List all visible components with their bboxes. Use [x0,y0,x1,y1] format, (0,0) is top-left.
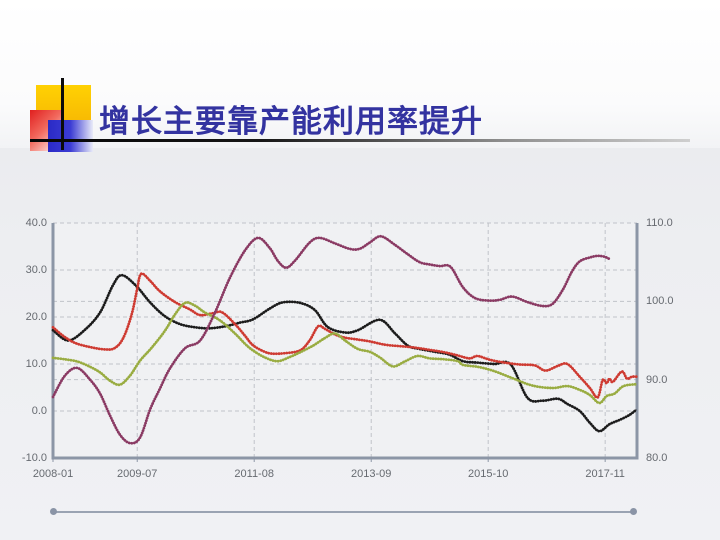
decor-blue-square [48,120,93,152]
y-left-tick-40.0: 40.0 [25,217,47,229]
footer-line-left-dot [50,508,57,515]
y-left-tick-30.0: 30.0 [25,264,47,276]
y-left-tick-20.0: 20.0 [25,311,47,323]
y-left-tick--10.0: -10.0 [21,452,47,464]
x-tick-label-2008-01: 2008-01 [32,468,74,480]
slide-title: 增长主要靠产能利用率提升 [99,104,483,139]
series-black-markers [51,273,638,433]
title-underline-rule [30,139,690,142]
y-right-tick-100.0: 100.0 [646,295,674,308]
title-band [0,0,720,148]
y-left-tick-10.0: 10.0 [25,358,47,370]
decor-vertical-line [61,78,64,150]
y-right-tick-90.0: 90.0 [646,373,668,386]
footer-line-right-dot [630,508,637,515]
x-tick-label-2013-09: 2013-09 [351,468,392,480]
x-tick-label-2017-11: 2017-11 [585,468,625,480]
series-plum-markers [51,234,611,445]
y-right-tick-110.0: 110.0 [646,217,673,229]
x-tick-label-2011-08: 2011-08 [234,468,274,480]
series-green-markers [51,301,638,405]
x-tick-label-2015-10: 2015-10 [468,468,509,480]
footer-divider-line [53,511,634,513]
series-red-markers [51,272,638,399]
y-left-tick-0.0: 0.0 [31,405,47,417]
y-right-tick-80.0: 80.0 [646,452,668,464]
x-tick-label-2009-07: 2009-07 [117,468,158,480]
